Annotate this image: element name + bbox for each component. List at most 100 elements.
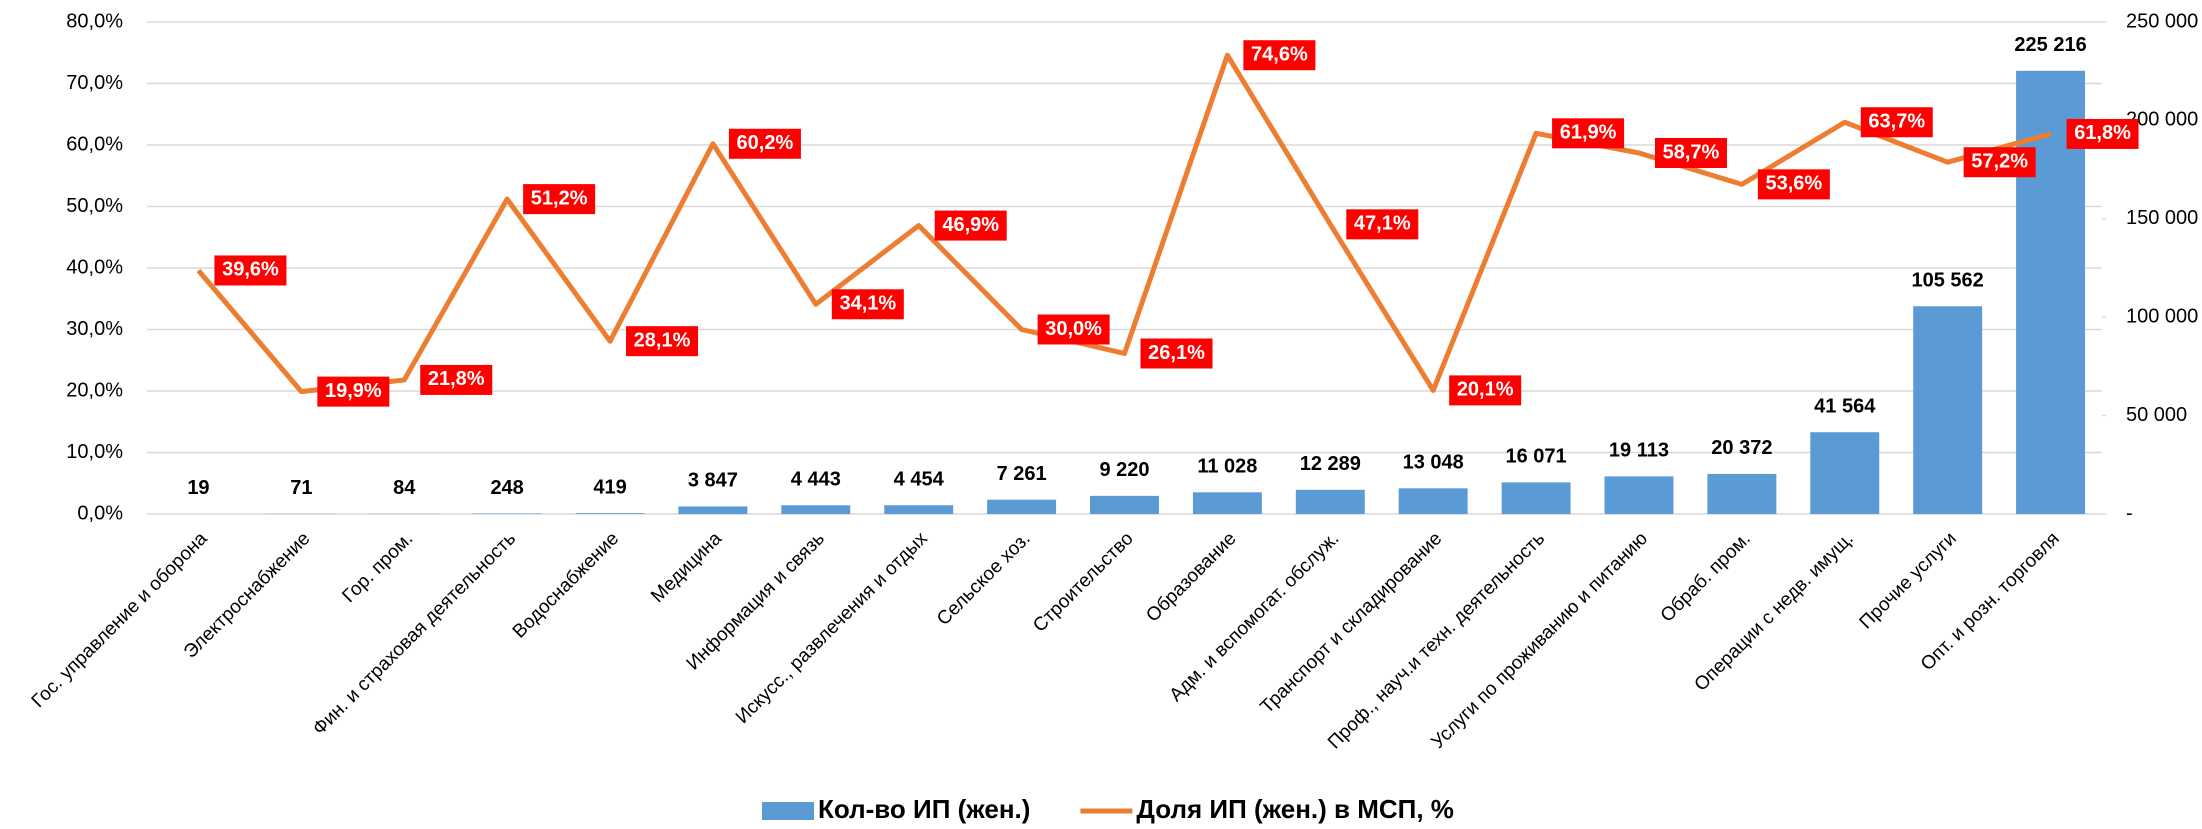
- bar-value-label: 41 564: [1814, 395, 1876, 417]
- line-label-box: [1449, 375, 1522, 406]
- legend-swatch: [762, 802, 814, 820]
- line-value-label: 58,7%: [1663, 141, 1720, 163]
- line-value-label: 57,2%: [1971, 151, 2028, 173]
- line-label-box: [1552, 118, 1625, 149]
- bar-value-label: 16 071: [1505, 446, 1566, 468]
- x-tick-label: Образование: [1142, 528, 1240, 626]
- bar: [1090, 495, 1159, 514]
- x-tick-label: Сельское хоз.: [933, 528, 1035, 630]
- line-label-box: [1860, 107, 1933, 138]
- bar: [884, 505, 954, 514]
- bar: [1398, 488, 1468, 514]
- line-label-box: [1243, 40, 1316, 71]
- line-label-box: [934, 210, 1007, 241]
- line-value-label: 20,1%: [1457, 379, 1514, 401]
- bar-value-label: 71: [290, 477, 312, 499]
- y-tick-label: 0,0%: [77, 502, 123, 524]
- bar-value-label: 84: [393, 477, 416, 499]
- x-tick-label: Обраб. пром.: [1657, 528, 1755, 626]
- x-tick-label: Адм. и вспомогат. обслуж.: [1166, 528, 1344, 706]
- line-value-label: 21,8%: [428, 368, 485, 390]
- y-tick-label: 10,0%: [66, 441, 123, 463]
- line-value-label: 61,8%: [2074, 122, 2131, 144]
- line-label-box: [1037, 314, 1110, 345]
- bar-value-label: 20 372: [1711, 437, 1772, 459]
- line-label-box: [1140, 338, 1213, 369]
- x-tick-label: Фин. и страховая деятельность: [309, 528, 520, 739]
- bar-value-label: 105 562: [1912, 270, 1984, 292]
- y2-tick-label: 200 000: [2126, 109, 2198, 131]
- line-value-label: 28,1%: [634, 329, 691, 351]
- line-value-label: 26,1%: [1148, 342, 1205, 364]
- line-label-box: [626, 326, 699, 357]
- bar: [1913, 306, 1983, 514]
- bar: [1192, 492, 1262, 514]
- line-label-box: [728, 128, 801, 159]
- line-value-label: 30,0%: [1045, 318, 1102, 340]
- x-tick-label: Гос. управление и оборона: [28, 528, 212, 712]
- x-tick-label: Медицина: [647, 528, 726, 607]
- line-label-box: [2066, 118, 2139, 149]
- x-tick-label: Строительство: [1029, 528, 1137, 636]
- y-tick-label: 40,0%: [66, 256, 123, 278]
- legend-label: Кол-во ИП (жен.): [818, 794, 1030, 824]
- line-value-label: 61,9%: [1560, 122, 1617, 144]
- bar-value-label: 11 028: [1197, 456, 1257, 478]
- legend-label: Доля ИП (жен.) в МСП, %: [1136, 794, 1454, 824]
- x-tick-label: Искусс., развлечения и отдых: [732, 528, 932, 728]
- y-tick-label: 60,0%: [66, 133, 123, 155]
- line-value-label: 51,2%: [531, 187, 588, 209]
- bar-value-label: 13 048: [1403, 452, 1464, 474]
- line-label-box: [523, 184, 596, 215]
- line-value-label: 53,6%: [1766, 173, 1823, 195]
- line-value-label: 60,2%: [737, 132, 794, 154]
- x-tick-label: Транспорт и складирование: [1257, 528, 1447, 718]
- bar-value-label: 248: [490, 477, 523, 499]
- bar: [1501, 482, 1571, 514]
- bar-value-label: 19 113: [1609, 440, 1669, 462]
- line-value-label: 47,1%: [1354, 213, 1411, 235]
- line-value-label: 63,7%: [1868, 111, 1925, 133]
- line-label-box: [1346, 209, 1419, 240]
- bar: [1707, 473, 1777, 514]
- x-tick-label: Проф., науч.и техн. деятельность: [1324, 528, 1549, 753]
- line-label-box: [831, 289, 904, 320]
- bar-value-label: 3 847: [688, 470, 738, 492]
- line-label-box: [317, 376, 390, 407]
- y2-tick-label: 50 000: [2126, 404, 2187, 426]
- line-label-box: [214, 255, 287, 286]
- bar: [781, 505, 851, 514]
- x-tick-label: Услуги по проживанию и питанию: [1427, 528, 1652, 753]
- line-label-box: [1963, 147, 2036, 178]
- bar-value-label: 12 289: [1300, 453, 1361, 475]
- bar: [575, 513, 645, 514]
- y-tick-label: 20,0%: [66, 379, 123, 401]
- bar-value-label: 7 261: [997, 463, 1047, 485]
- x-tick-label: Прочие услуги: [1856, 528, 1961, 633]
- bar-value-label: 4 454: [894, 469, 945, 491]
- y-tick-label: 50,0%: [66, 195, 123, 217]
- line-value-label: 19,9%: [325, 380, 382, 402]
- bar-value-label: 225 216: [2014, 34, 2086, 56]
- bar: [1810, 432, 1880, 514]
- line-value-label: 34,1%: [839, 293, 896, 315]
- bar: [1604, 476, 1674, 514]
- bar-value-label: 19: [187, 477, 209, 499]
- bar-value-label: 419: [593, 476, 626, 498]
- y-tick-label: 70,0%: [66, 72, 123, 94]
- x-tick-label: Гор. пром.: [338, 528, 417, 607]
- line-label-box: [1757, 169, 1830, 200]
- x-tick-label: Водоснабжение: [509, 528, 623, 642]
- y-tick-label: 80,0%: [66, 10, 123, 32]
- line-label-box: [1654, 137, 1727, 168]
- bar-value-label: 4 443: [791, 469, 841, 491]
- line: [196, 52, 2052, 395]
- bar-value-label: 9 220: [1099, 459, 1149, 481]
- line-label-box: [420, 364, 493, 395]
- line-value-label: 74,6%: [1251, 43, 1308, 65]
- line-value-label: 39,6%: [222, 259, 279, 281]
- bar: [1295, 489, 1365, 514]
- bar: [987, 499, 1057, 514]
- y2-tick-label: 250 000: [2126, 10, 2198, 32]
